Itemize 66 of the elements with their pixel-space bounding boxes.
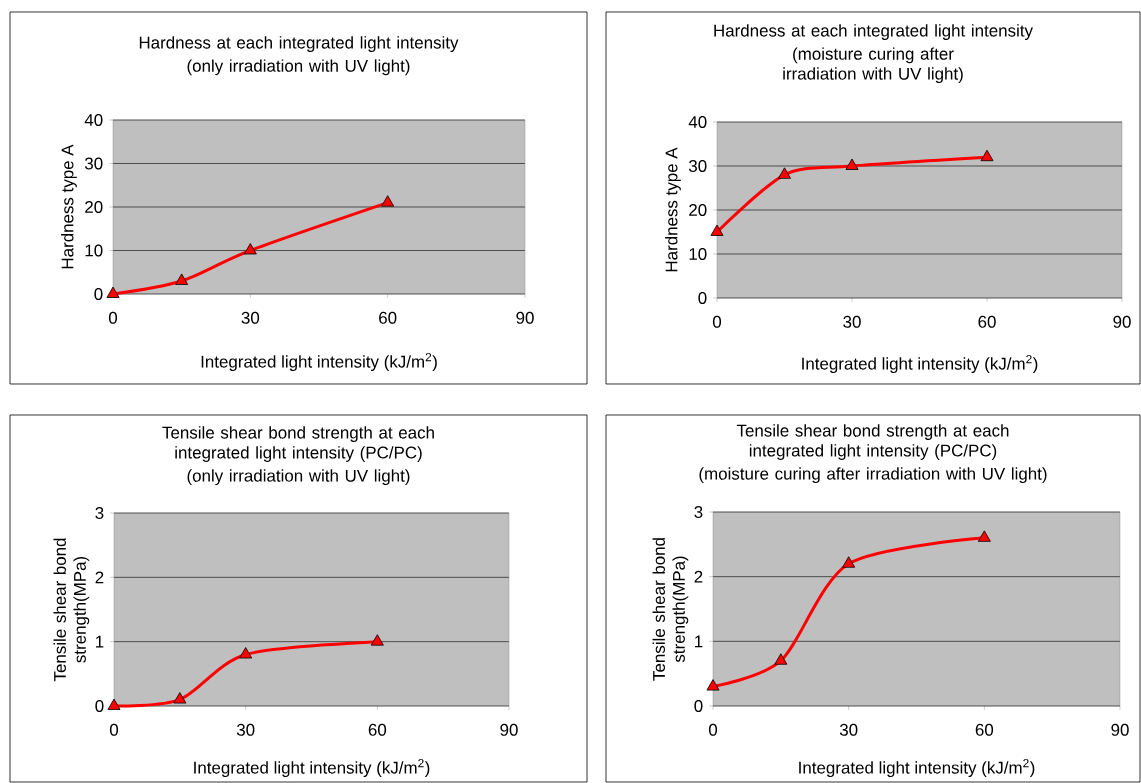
y-tick-label: 10: [689, 248, 707, 260]
y-tick-label: 0: [694, 700, 703, 712]
point: [845, 158, 859, 170]
chart-subtitle: (moisture curing after irradiation with UV light): [699, 467, 1047, 484]
x-axis-title: Integrated light intensity (kJ/m$^{2}$): [201, 352, 437, 372]
chart-title: Hardness at each integrated light intensity: [139, 36, 459, 52]
x-tick-label: 0: [708, 723, 718, 736]
chart-subtitle: (only irradiation with UV light): [187, 469, 410, 486]
y-tick-label: 3: [694, 506, 703, 518]
point: [107, 698, 121, 710]
x-tick-label: 90: [1111, 723, 1129, 736]
x-tick-label: 60: [978, 315, 996, 328]
x-tick-label: 30: [843, 315, 861, 328]
y-axis-title: Hardness type A: [665, 147, 681, 272]
y-tick-label: 40: [84, 113, 103, 126]
point: [239, 647, 253, 659]
y-tick-label: 30: [84, 157, 103, 170]
point: [173, 692, 187, 704]
point: [175, 273, 189, 285]
y-tick-label: 1: [96, 635, 104, 648]
y-tick-label: 1: [695, 635, 703, 648]
point: [774, 653, 788, 665]
y-axis-title: Hardness type A: [61, 144, 77, 269]
y-tick-label: 20: [85, 201, 103, 213]
x-axis-title: Integrated light intensity (kJ/m$^{2}$): [802, 354, 1038, 374]
x-tick-label: 90: [516, 311, 534, 324]
chart-subtitle: (moisture curing after irradiation with UV light): [783, 47, 963, 84]
point: [706, 679, 720, 691]
point: [381, 195, 395, 207]
x-tick-label: 60: [975, 723, 994, 736]
chart-title: Tensile shear bond strength at each integrated light intensity (PC/PC): [162, 426, 434, 462]
point: [710, 224, 724, 236]
y-tick-label: 20: [689, 204, 707, 216]
x-tick-label: 0: [712, 315, 722, 328]
point: [842, 556, 856, 568]
x-tick-label: 90: [500, 723, 518, 736]
x-tick-label: 0: [108, 311, 118, 324]
point: [778, 167, 791, 179]
y-tick-label: 10: [85, 244, 103, 257]
x-tick-label: 30: [236, 723, 255, 736]
x-tick-label: 90: [1113, 315, 1131, 328]
x-tick-label: 60: [379, 311, 397, 324]
y-tick-label: 0: [698, 292, 707, 304]
x-tick-label: 30: [839, 723, 858, 736]
x-tick-label: 60: [368, 723, 387, 736]
y-tick-label: 40: [688, 116, 707, 128]
y-axis-title: Tensile shear bond strength(MPa): [652, 538, 689, 681]
point: [977, 530, 991, 542]
chart-title: Hardness at each integrated light intensity: [714, 24, 1033, 40]
x-axis-title: Integrated light intensity (kJ/m$^{2}$): [799, 758, 1035, 778]
y-axis-title: Tensile shear bond strength(MPa): [53, 538, 90, 682]
y-tick-label: 0: [94, 288, 103, 300]
chart-subtitle: (only irradiation with UV light): [187, 59, 410, 76]
x-tick-label: 0: [109, 723, 119, 736]
x-axis-title: Integrated light intensity (kJ/m$^{2}$): [194, 758, 430, 778]
point: [106, 286, 120, 298]
y-tick-label: 0: [95, 700, 104, 712]
y-tick-label: 2: [95, 571, 104, 584]
y-tick-label: 30: [688, 160, 707, 172]
x-tick-label: 30: [241, 311, 260, 324]
chart-title: Tensile shear bond strength at each integrated light intensity (PC/PC): [736, 424, 1009, 460]
point: [243, 243, 257, 255]
y-tick-label: 2: [694, 570, 703, 583]
point: [370, 634, 384, 646]
y-tick-label: 3: [95, 507, 104, 519]
point: [980, 149, 994, 162]
